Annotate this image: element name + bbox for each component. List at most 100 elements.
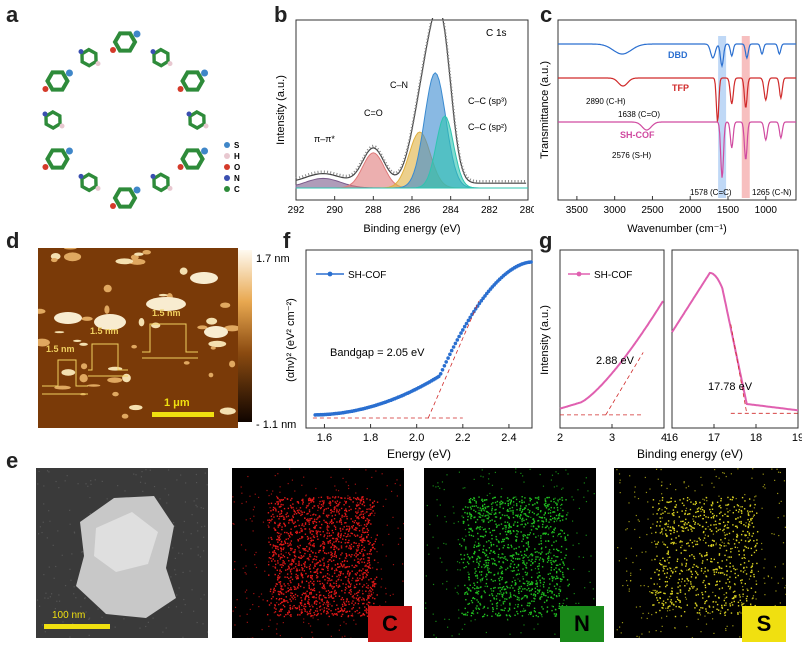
- noise-dot: [73, 531, 76, 533]
- signal-dot: [542, 533, 544, 535]
- signal-dot: [700, 570, 703, 572]
- signal-dot: [740, 582, 743, 584]
- noise-dot: [139, 481, 142, 483]
- signal-dot: [672, 509, 675, 511]
- signal-dot: [658, 507, 661, 510]
- background-dot: [360, 524, 362, 527]
- signal-dot: [552, 597, 554, 600]
- plot-frame: [557, 19, 797, 201]
- signal-dot: [370, 587, 373, 590]
- signal-dot: [672, 514, 674, 516]
- background-dot: [311, 604, 313, 606]
- peak-label-sp3: C–C (sp³): [468, 96, 507, 106]
- signal-dot: [726, 533, 728, 536]
- background-dot: [464, 487, 466, 489]
- background-dot: [699, 614, 702, 616]
- signal-dot: [351, 596, 354, 598]
- background-dot: [457, 585, 459, 587]
- data-point: [459, 331, 463, 335]
- signal-dot: [487, 607, 489, 609]
- signal-dot: [275, 508, 277, 511]
- signal-dot: [701, 555, 703, 558]
- background-dot: [464, 623, 466, 626]
- signal-dot: [364, 539, 366, 542]
- signal-dot: [675, 504, 678, 506]
- x-axis-label: Energy (eV): [387, 447, 451, 461]
- background-dot: [437, 547, 439, 549]
- signal-dot: [547, 552, 549, 555]
- background-dot: [506, 500, 508, 502]
- background-dot: [368, 592, 370, 594]
- signal-dot: [308, 528, 311, 530]
- signal-dot: [556, 595, 558, 598]
- signal-dot: [478, 512, 481, 514]
- signal-dot: [285, 569, 287, 571]
- signal-dot: [466, 519, 469, 521]
- background-dot: [619, 479, 621, 481]
- signal-dot: [534, 551, 537, 553]
- signal-dot: [754, 604, 756, 607]
- noise-dot: [69, 509, 71, 511]
- background-dot: [780, 500, 782, 503]
- signal-dot: [731, 601, 733, 604]
- signal-dot: [676, 566, 678, 569]
- background-dot: [741, 605, 743, 607]
- signal-dot: [293, 552, 296, 554]
- afm-flake: [183, 361, 190, 365]
- signal-dot: [688, 545, 690, 547]
- signal-dot: [683, 549, 685, 552]
- signal-dot: [373, 505, 375, 507]
- signal-dot: [667, 501, 669, 504]
- background-dot: [273, 612, 275, 614]
- signal-dot: [368, 565, 370, 568]
- signal-dot: [510, 526, 512, 528]
- signal-dot: [693, 585, 695, 588]
- signal-dot: [463, 567, 465, 569]
- ups-chart: 2 3 416 17 18 19 SH-COF 2.88 eV 17.78 eV Bind…: [540, 249, 802, 461]
- signal-dot: [343, 526, 345, 528]
- background-dot: [715, 475, 717, 478]
- panel-label-b: b: [274, 2, 288, 27]
- signal-dot: [504, 502, 506, 505]
- signal-dot: [468, 587, 470, 590]
- signal-dot: [275, 545, 277, 547]
- signal-dot: [274, 529, 277, 532]
- background-dot: [509, 633, 511, 635]
- signal-dot: [550, 526, 552, 528]
- signal-dot: [316, 572, 319, 575]
- signal-dot: [704, 602, 706, 605]
- noise-dot: [167, 494, 170, 496]
- signal-dot: [474, 510, 477, 513]
- signal-dot: [528, 546, 530, 548]
- signal-dot: [356, 554, 358, 556]
- signal-dot: [721, 560, 723, 562]
- signal-dot: [376, 534, 378, 536]
- signal-dot: [557, 556, 559, 558]
- signal-dot: [281, 593, 283, 595]
- signal-dot: [370, 593, 373, 595]
- background-dot: [488, 473, 490, 475]
- signal-dot: [317, 506, 320, 509]
- signal-dot: [345, 508, 347, 510]
- signal-dot: [695, 501, 697, 503]
- signal-dot: [539, 582, 542, 584]
- signal-dot: [464, 591, 466, 594]
- background-dot: [712, 533, 714, 535]
- signal-dot: [533, 512, 535, 515]
- data-point: [451, 345, 456, 349]
- signal-dot: [466, 591, 468, 593]
- background-dot: [697, 618, 699, 620]
- signal-dot: [495, 613, 497, 615]
- signal-dot: [304, 610, 306, 612]
- signal-dot: [330, 551, 332, 553]
- signal-dot: [507, 538, 509, 540]
- background-dot: [458, 617, 460, 619]
- signal-dot: [345, 600, 348, 603]
- signal-dot: [278, 577, 280, 579]
- background-dot: [321, 558, 323, 560]
- noise-dot: [201, 526, 203, 528]
- signal-dot: [301, 580, 303, 583]
- legend-label-s: S: [234, 141, 240, 150]
- background-dot: [719, 518, 721, 520]
- signal-dot: [274, 604, 276, 606]
